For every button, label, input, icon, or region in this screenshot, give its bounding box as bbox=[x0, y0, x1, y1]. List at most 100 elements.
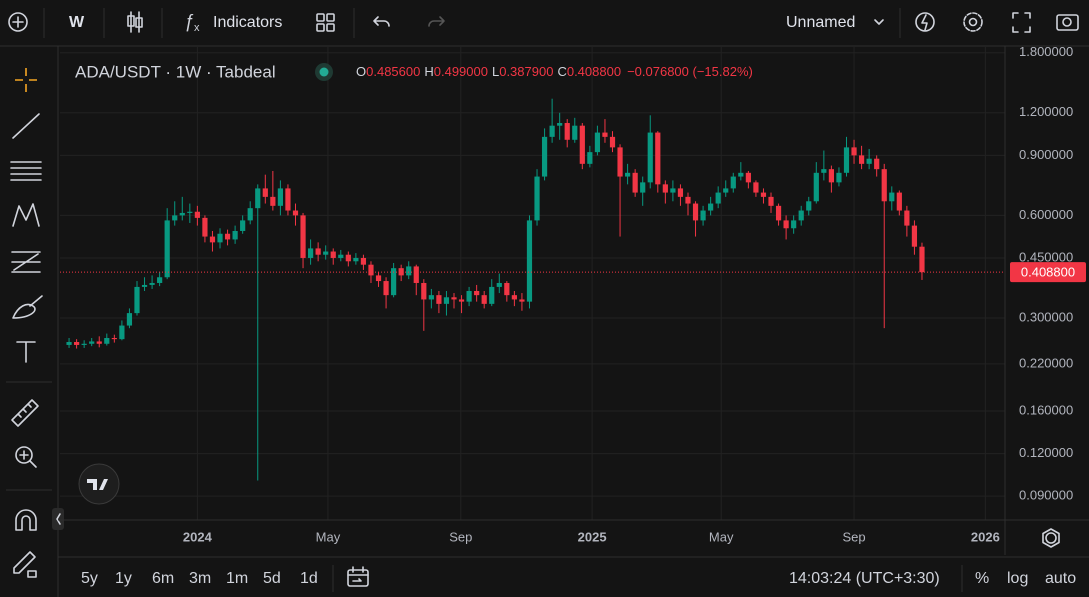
candle-body bbox=[904, 210, 910, 226]
candle-body bbox=[836, 172, 842, 183]
candle-body bbox=[753, 182, 759, 193]
candle-body bbox=[504, 282, 510, 296]
candle-body bbox=[557, 123, 563, 126]
redo-button[interactable] bbox=[428, 16, 445, 27]
templates-button[interactable] bbox=[316, 13, 335, 32]
range-button[interactable]: 1y bbox=[115, 570, 132, 587]
candle-body bbox=[66, 342, 72, 345]
candle-body bbox=[270, 196, 276, 206]
snapshot-button[interactable] bbox=[1056, 14, 1079, 31]
candle-body bbox=[609, 136, 616, 148]
candle-body bbox=[262, 188, 268, 197]
candle-body bbox=[579, 125, 585, 164]
candle-body bbox=[330, 251, 336, 258]
candle-body bbox=[572, 125, 578, 140]
layout-name[interactable]: Unnamed bbox=[786, 14, 855, 31]
candle-body bbox=[428, 295, 434, 300]
candle-body bbox=[655, 132, 661, 185]
projection-tool[interactable] bbox=[11, 251, 41, 273]
range-button[interactable]: 5d bbox=[263, 570, 281, 587]
fx-icon[interactable]: ƒ bbox=[184, 11, 194, 31]
candle-body bbox=[919, 246, 925, 273]
range-button[interactable]: 1d bbox=[300, 570, 318, 587]
ohlc-value: 0.499000 bbox=[434, 64, 488, 79]
x-tick-label: May bbox=[709, 529, 734, 544]
goto-date-button[interactable] bbox=[347, 566, 369, 587]
x-tick-label: 2025 bbox=[578, 529, 607, 544]
candle-body bbox=[828, 169, 834, 183]
indicators-button[interactable]: Indicators bbox=[213, 14, 282, 31]
fib-tool[interactable] bbox=[10, 161, 42, 181]
range-button[interactable]: 1m bbox=[226, 570, 248, 587]
candle-body bbox=[511, 295, 517, 300]
candle-body bbox=[662, 184, 668, 193]
candle-body bbox=[640, 182, 646, 193]
axis-settings[interactable] bbox=[1042, 528, 1060, 548]
plot bbox=[60, 47, 1005, 520]
candle-body bbox=[383, 281, 389, 296]
range-button[interactable]: 3m bbox=[189, 570, 211, 587]
candle-body bbox=[104, 338, 110, 344]
candle-body bbox=[323, 251, 329, 255]
candle-body bbox=[594, 132, 601, 153]
layout-menu[interactable] bbox=[874, 19, 884, 25]
last-price-label: 0.408800 bbox=[1021, 265, 1075, 280]
candle-body bbox=[783, 220, 789, 229]
brush-tool[interactable] bbox=[12, 295, 43, 319]
candle-body bbox=[96, 341, 102, 344]
ohlc-key: O bbox=[356, 64, 366, 79]
candle-body bbox=[526, 220, 533, 302]
y-tick-label: 0.220000 bbox=[1019, 355, 1073, 370]
candle-body bbox=[489, 286, 495, 304]
candle-body bbox=[398, 268, 404, 276]
candle-body bbox=[700, 210, 706, 221]
crosshair-tool[interactable] bbox=[15, 68, 37, 92]
interval-button[interactable]: W bbox=[69, 14, 85, 31]
candle-body bbox=[187, 211, 193, 213]
undo-button[interactable] bbox=[373, 16, 390, 27]
fx-icon[interactable]: x bbox=[194, 22, 200, 34]
candle-body bbox=[74, 342, 80, 345]
candle-body bbox=[791, 220, 797, 229]
log-toggle[interactable]: log bbox=[1007, 570, 1028, 587]
x-tick-label: May bbox=[316, 529, 341, 544]
collapse-button[interactable] bbox=[52, 508, 64, 530]
candle-body bbox=[587, 152, 593, 164]
collapse-icon bbox=[56, 513, 61, 525]
ohlc-value: 0.387900 bbox=[499, 64, 553, 79]
text-tool[interactable] bbox=[16, 341, 36, 363]
logo[interactable] bbox=[78, 463, 120, 505]
zoom-tool[interactable] bbox=[15, 446, 37, 468]
fullscreen-button[interactable] bbox=[1012, 12, 1031, 33]
magnet-tool[interactable] bbox=[15, 509, 37, 531]
candle-body bbox=[391, 268, 397, 296]
y-tick-label: 0.900000 bbox=[1019, 147, 1073, 162]
chart-type-button[interactable] bbox=[127, 11, 143, 33]
ruler-tool[interactable] bbox=[11, 399, 39, 427]
candle-body bbox=[179, 212, 185, 216]
alert-button[interactable] bbox=[915, 12, 935, 32]
candle-body bbox=[911, 225, 918, 247]
pattern-tool[interactable] bbox=[12, 203, 40, 227]
candle-body bbox=[300, 215, 306, 258]
settings-button[interactable] bbox=[963, 12, 983, 32]
lock-tool[interactable] bbox=[13, 551, 37, 578]
candle-body bbox=[625, 172, 631, 177]
candle-body bbox=[353, 257, 359, 262]
candle-body bbox=[126, 313, 133, 326]
candle-body bbox=[685, 196, 691, 204]
range-button[interactable]: 6m bbox=[152, 570, 174, 587]
clock[interactable]: 14:03:24 (UTC+3:30) bbox=[789, 570, 940, 587]
candle-body bbox=[760, 192, 767, 197]
candle-body bbox=[851, 147, 857, 156]
candle-body bbox=[315, 248, 321, 255]
auto-toggle[interactable]: auto bbox=[1045, 570, 1076, 587]
candle-body bbox=[141, 284, 148, 287]
trendline-tool[interactable] bbox=[12, 113, 40, 139]
add-symbol-button[interactable] bbox=[8, 12, 28, 32]
percent-toggle[interactable]: % bbox=[975, 570, 989, 587]
candle-body bbox=[889, 192, 895, 202]
candle-body bbox=[232, 230, 238, 240]
range-button[interactable]: 5y bbox=[81, 570, 98, 587]
candle-body bbox=[466, 290, 472, 302]
